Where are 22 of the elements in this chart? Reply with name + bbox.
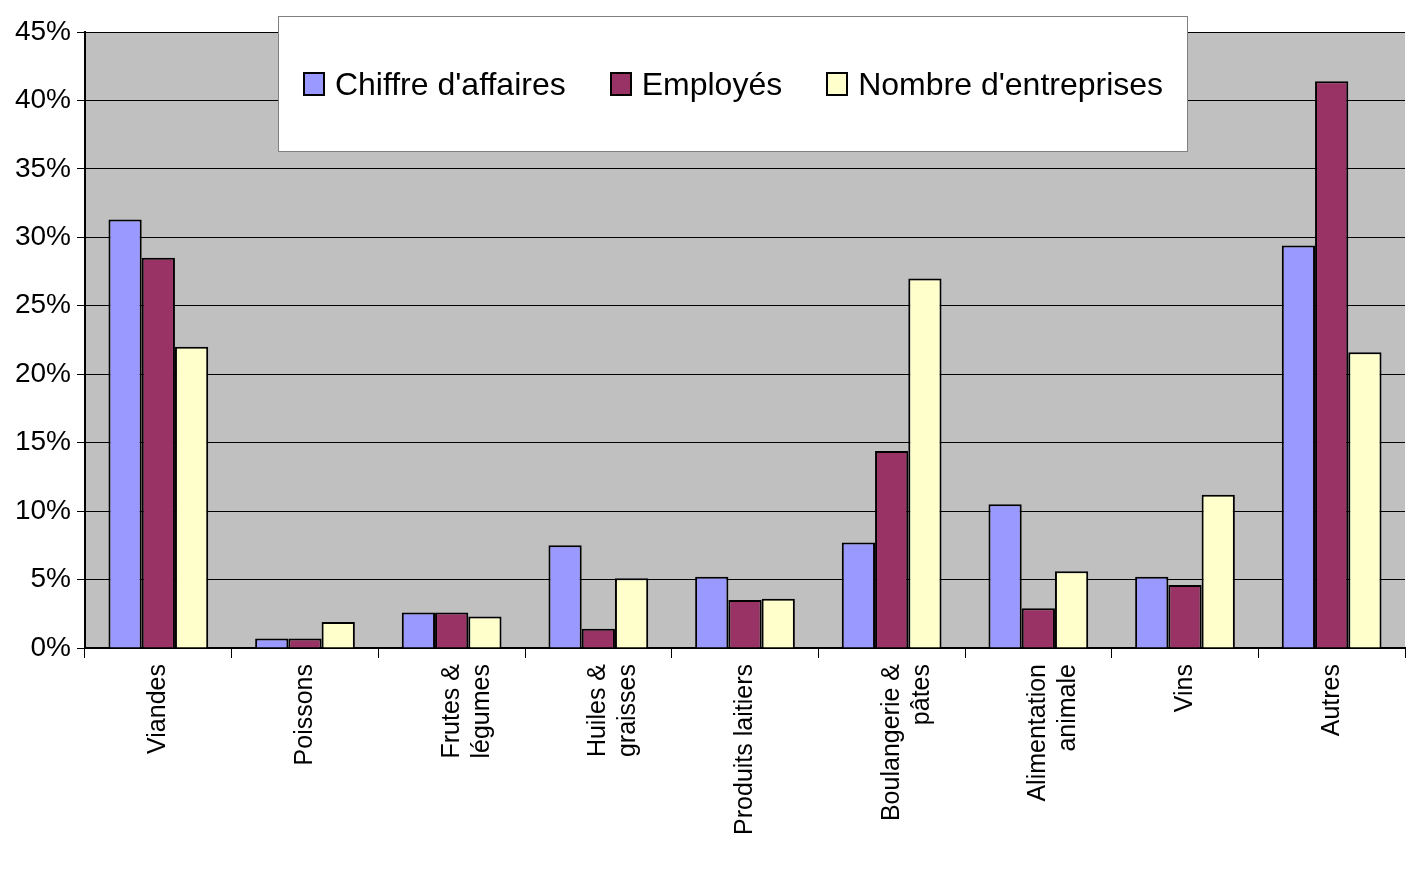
x-tick-label: Huiles & graisses — [582, 663, 641, 758]
x-tick-label: Poissons — [288, 664, 317, 766]
y-tick-label: 40% — [14, 83, 71, 115]
x-tick-label: Alimentation animale — [1022, 664, 1081, 802]
legend-label: Employés — [641, 65, 783, 103]
legend-label: Nombre d'entreprises — [858, 65, 1164, 103]
y-tick-label: 45% — [14, 14, 71, 46]
x-tick-label: Produits laitiers — [728, 664, 757, 835]
legend-label: Chiffre d'affaires — [334, 65, 566, 103]
x-tick-label: Frutes & légumes — [435, 663, 494, 759]
x-tick-label: Boulangerie & pâtes — [875, 663, 934, 822]
x-tick-label: Viandes — [142, 664, 171, 754]
x-tick-label: Autres — [1315, 664, 1344, 737]
y-tick-label: 0% — [30, 630, 71, 662]
y-tick-label: 10% — [14, 493, 71, 525]
y-tick-label: 5% — [30, 562, 71, 594]
y-tick-label: 15% — [14, 425, 71, 457]
y-tick-label: 30% — [14, 220, 71, 252]
y-tick-label: 25% — [14, 288, 71, 320]
x-tick-label: Vins — [1168, 664, 1197, 713]
y-tick-label: 35% — [14, 151, 71, 183]
y-tick-label: 20% — [14, 356, 71, 388]
